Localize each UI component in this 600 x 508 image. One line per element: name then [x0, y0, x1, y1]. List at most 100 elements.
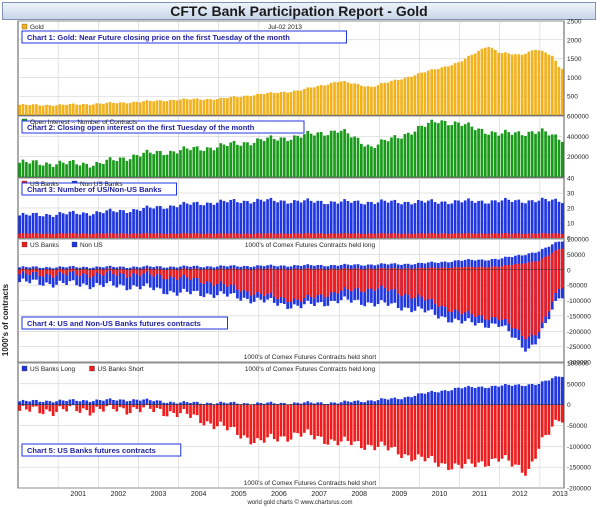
bar-gold-price: [125, 103, 129, 115]
bar-us-banks-long: [256, 402, 259, 405]
chart-label: Chart 3: Number of US/Non-US Banks: [27, 185, 162, 194]
bar-open-interest: [95, 161, 99, 177]
bar-gold-price: [380, 83, 383, 115]
bar-non-us-long: [252, 266, 256, 270]
bar-non-us-short: [71, 269, 75, 281]
bar-us-banks: [356, 233, 360, 238]
bar-non-us-banks: [453, 200, 457, 238]
bar-open-interest: [433, 122, 437, 177]
legend-label: Non US Banks: [80, 181, 123, 188]
bar-us-banks: [145, 233, 149, 238]
bar-non-us-banks: [413, 203, 417, 238]
bar-open-interest: [122, 157, 125, 177]
bar-us-banks-short: [477, 404, 480, 463]
y-tick-label: -150000: [567, 465, 591, 472]
bar-open-interest: [246, 142, 249, 177]
bar-us-banks-short: [18, 404, 22, 411]
bar-non-us-banks: [95, 211, 99, 238]
bar-us-banks-short: [540, 404, 544, 438]
bar-non-us-banks: [500, 200, 504, 238]
bar-non-us-long: [51, 268, 55, 270]
bar-us-banks-short: [189, 269, 192, 280]
bar-us-banks-short: [560, 269, 564, 289]
bar-non-us-long: [396, 264, 400, 270]
bar-us-banks-long: [41, 401, 45, 405]
bar-us-banks: [480, 233, 484, 238]
bar-us-banks: [215, 233, 219, 238]
bar-open-interest: [329, 130, 333, 177]
bar-open-interest: [383, 139, 387, 177]
bar-us-banks: [98, 233, 102, 238]
bar-non-us-banks: [437, 203, 440, 238]
bar-us-banks: [112, 233, 115, 238]
bar-non-us-banks: [21, 212, 25, 238]
bar-gold-price: [329, 82, 333, 115]
bar-us-banks: [272, 233, 276, 238]
bar-non-us-long: [41, 267, 45, 270]
bar-us-banks-short: [517, 269, 521, 331]
bar-us-banks-short: [45, 269, 48, 274]
bar-us-banks-short: [370, 404, 373, 446]
bar-us-banks: [557, 233, 561, 238]
bar-open-interest: [132, 154, 135, 177]
bar-non-us-banks: [155, 206, 159, 238]
bar-non-us-long: [306, 264, 310, 270]
bar-open-interest: [282, 137, 286, 177]
bar-gold-price: [547, 54, 551, 115]
bar-non-us-long: [222, 265, 226, 270]
bar-us-banks-short: [252, 269, 256, 295]
bar-gold-price: [152, 101, 156, 115]
bar-non-us-long: [65, 267, 68, 270]
y-tick-label: -100000: [567, 298, 591, 305]
bar-us-banks-long: [426, 392, 430, 405]
bar-non-us-banks: [467, 198, 470, 238]
bar-open-interest: [215, 147, 219, 177]
bar-open-interest: [487, 134, 490, 177]
bar-non-us-banks: [145, 205, 149, 238]
bar-us-banks: [514, 233, 517, 238]
bar-open-interest: [319, 131, 323, 177]
bar-open-interest: [524, 135, 527, 177]
bar-non-us-long: [138, 267, 142, 270]
bar-us-banks: [41, 233, 45, 238]
bar-non-us-banks: [390, 200, 393, 238]
bar-us-banks: [51, 233, 55, 238]
bar-us-banks-short: [514, 404, 517, 465]
bar-open-interest: [453, 121, 457, 177]
bar-us-banks-long: [326, 403, 330, 405]
bar-us-banks-short: [527, 404, 531, 469]
bar-us-banks-short: [544, 269, 547, 317]
bar-us-banks-short: [360, 404, 363, 449]
bar-gold-price: [540, 50, 544, 116]
bar-non-us-long: [517, 254, 521, 270]
bar-open-interest: [205, 147, 209, 177]
legend-swatch: [21, 23, 28, 30]
bar-us-banks-long: [396, 268, 400, 270]
bar-gold-price: [48, 105, 52, 115]
bar-us-banks-short: [383, 404, 387, 446]
bar-non-us-short: [58, 269, 62, 281]
bar-us-banks: [159, 233, 162, 238]
bar-us-banks: [386, 233, 390, 238]
bar-us-banks-long: [363, 269, 367, 270]
bar-non-us-long: [319, 264, 323, 270]
bar-open-interest: [222, 144, 226, 177]
bar-non-us-short: [21, 269, 25, 279]
bar-us-banks: [423, 233, 427, 238]
bar-us-banks: [319, 233, 323, 238]
bar-non-us-banks: [537, 200, 541, 238]
bar-us-banks-short: [443, 269, 447, 307]
bar-us-banks: [470, 233, 474, 238]
bar-us-banks-long: [95, 399, 99, 405]
bar-non-us-banks: [215, 202, 219, 238]
bar-us-banks-long: [497, 386, 501, 405]
bar-non-us-banks: [182, 201, 186, 238]
bar-us-banks-short: [400, 404, 403, 459]
bar-gold-price: [95, 103, 99, 115]
bar-gold-price: [71, 103, 75, 115]
bar-open-interest: [483, 133, 487, 177]
bar-us-banks-long: [534, 384, 537, 405]
bar-us-banks-long: [28, 401, 32, 405]
bar-us-banks-short: [356, 404, 360, 442]
bar-open-interest: [85, 163, 89, 177]
